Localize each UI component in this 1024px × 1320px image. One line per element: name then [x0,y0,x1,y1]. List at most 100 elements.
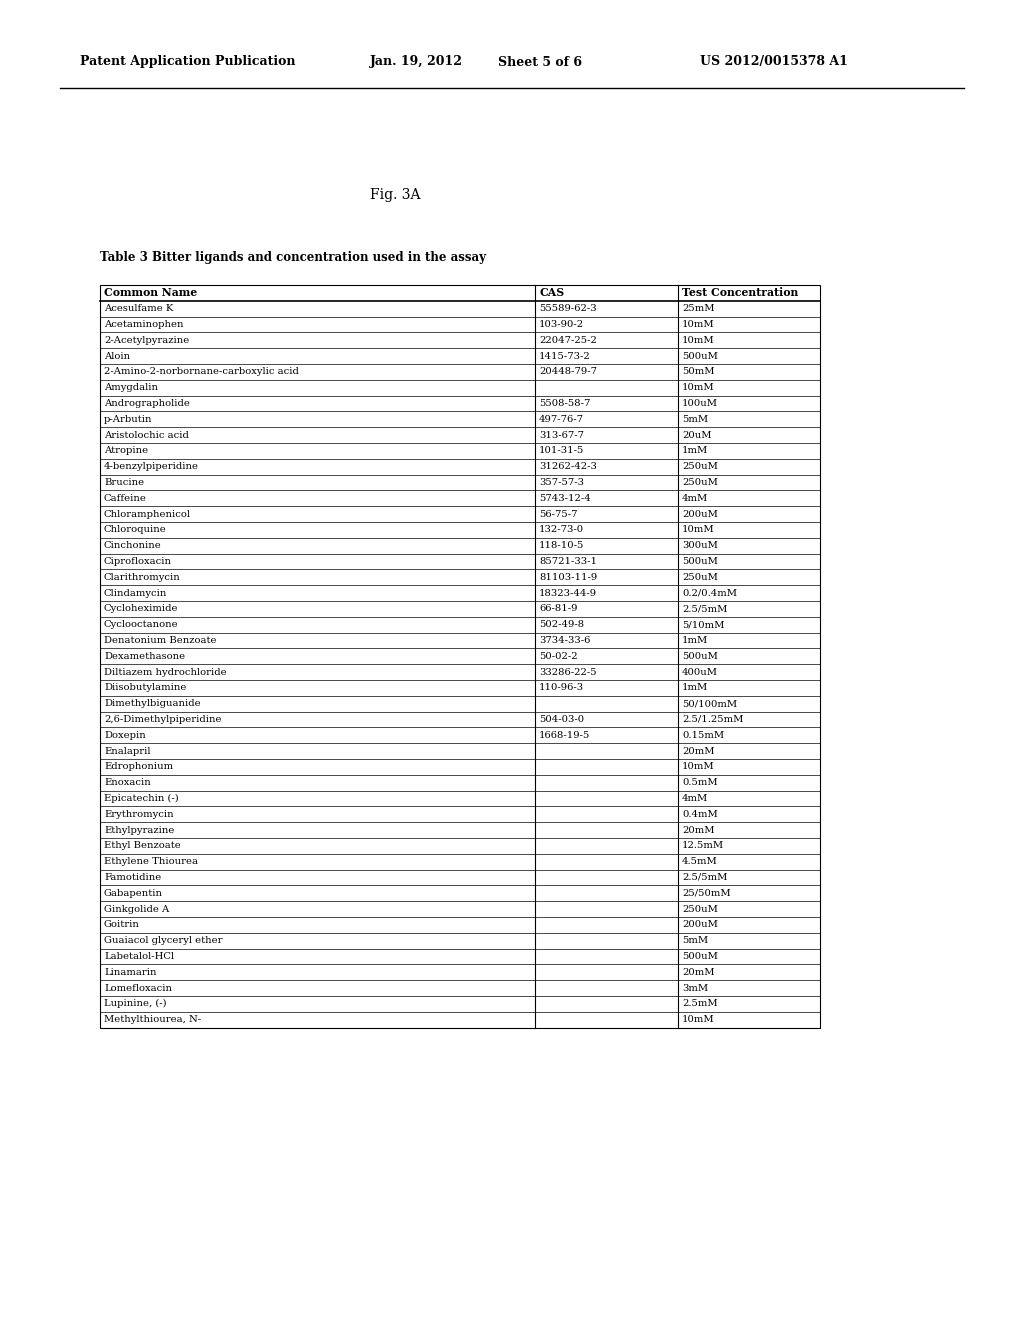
Text: Sheet 5 of 6: Sheet 5 of 6 [498,55,582,69]
Text: 200uM: 200uM [682,510,718,519]
Text: Enalapril: Enalapril [104,747,151,755]
Text: 5/10mM: 5/10mM [682,620,724,630]
Text: 5mM: 5mM [682,414,709,424]
Text: 500uM: 500uM [682,557,718,566]
Text: 18323-44-9: 18323-44-9 [539,589,597,598]
Text: 110-96-3: 110-96-3 [539,684,584,693]
Text: 5743-12-4: 5743-12-4 [539,494,591,503]
Text: Famotidine: Famotidine [104,873,161,882]
Text: Erythromycin: Erythromycin [104,809,174,818]
Text: 85721-33-1: 85721-33-1 [539,557,597,566]
Text: 300uM: 300uM [682,541,718,550]
Text: 20448-79-7: 20448-79-7 [539,367,597,376]
Text: 4mM: 4mM [682,494,709,503]
Text: 3734-33-6: 3734-33-6 [539,636,591,645]
Text: Acetaminophen: Acetaminophen [104,319,183,329]
Text: CAS: CAS [539,288,564,298]
Text: Goitrin: Goitrin [104,920,140,929]
Text: 0.2/0.4mM: 0.2/0.4mM [682,589,737,598]
Text: 55589-62-3: 55589-62-3 [539,304,597,313]
Text: 2-Amino-2-norbornane-carboxylic acid: 2-Amino-2-norbornane-carboxylic acid [104,367,299,376]
Text: Doxepin: Doxepin [104,731,145,739]
Text: 25/50mM: 25/50mM [682,888,731,898]
Text: Gabapentin: Gabapentin [104,888,163,898]
Text: 1mM: 1mM [682,636,709,645]
Text: Jan. 19, 2012: Jan. 19, 2012 [370,55,463,69]
Text: 20mM: 20mM [682,747,715,755]
Text: Amygdalin: Amygdalin [104,383,158,392]
Text: Epicatechin (-): Epicatechin (-) [104,793,179,803]
Text: Caffeine: Caffeine [104,494,146,503]
Text: 5mM: 5mM [682,936,709,945]
Text: 4-benzylpiperidine: 4-benzylpiperidine [104,462,199,471]
Text: 10mM: 10mM [682,319,715,329]
Text: Atropine: Atropine [104,446,148,455]
Text: 50mM: 50mM [682,367,715,376]
Text: Lupinine, (-): Lupinine, (-) [104,999,167,1008]
Text: Common Name: Common Name [104,288,198,298]
Text: Linamarin: Linamarin [104,968,157,977]
Text: 12.5mM: 12.5mM [682,841,724,850]
Text: Dexamethasone: Dexamethasone [104,652,185,661]
Text: 20uM: 20uM [682,430,712,440]
Text: Methylthiourea, N-: Methylthiourea, N- [104,1015,201,1024]
Text: Edrophonium: Edrophonium [104,763,173,771]
Text: Lomefloxacin: Lomefloxacin [104,983,172,993]
Text: Andrographolide: Andrographolide [104,399,189,408]
Text: 250uM: 250uM [682,478,718,487]
Text: 100uM: 100uM [682,399,718,408]
Text: Test Concentration: Test Concentration [682,288,799,298]
Text: Diisobutylamine: Diisobutylamine [104,684,186,693]
Text: Clindamycin: Clindamycin [104,589,167,598]
Text: 250uM: 250uM [682,573,718,582]
Text: Patent Application Publication: Patent Application Publication [80,55,296,69]
Text: Cycloheximide: Cycloheximide [104,605,178,614]
Text: 4mM: 4mM [682,795,709,803]
Text: 2.5mM: 2.5mM [682,999,718,1008]
Text: 81103-11-9: 81103-11-9 [539,573,597,582]
Text: Chloramphenicol: Chloramphenicol [104,510,191,519]
Text: 0.4mM: 0.4mM [682,809,718,818]
Text: 1mM: 1mM [682,684,709,693]
Text: Denatonium Benzoate: Denatonium Benzoate [104,636,216,645]
Text: 101-31-5: 101-31-5 [539,446,585,455]
Text: 5508-58-7: 5508-58-7 [539,399,591,408]
Text: Diltiazem hydrochloride: Diltiazem hydrochloride [104,668,226,677]
Text: 200uM: 200uM [682,920,718,929]
Text: Aloin: Aloin [104,351,130,360]
Text: 118-10-5: 118-10-5 [539,541,585,550]
Text: 1mM: 1mM [682,446,709,455]
Bar [100,285,820,1027]
Text: 0.15mM: 0.15mM [682,731,724,739]
Text: 50/100mM: 50/100mM [682,700,737,709]
Text: Fig. 3A: Fig. 3A [370,187,421,202]
Text: Cinchonine: Cinchonine [104,541,162,550]
Text: 2-Acetylpyrazine: 2-Acetylpyrazine [104,335,189,345]
Text: Ethylpyrazine: Ethylpyrazine [104,825,174,834]
Text: 1415-73-2: 1415-73-2 [539,351,591,360]
Text: 20mM: 20mM [682,825,715,834]
Text: 2.5/5mM: 2.5/5mM [682,873,727,882]
Text: 22047-25-2: 22047-25-2 [539,335,597,345]
Text: 10mM: 10mM [682,1015,715,1024]
Text: 2.5/1.25mM: 2.5/1.25mM [682,715,743,723]
Text: US 2012/0015378 A1: US 2012/0015378 A1 [700,55,848,69]
Text: Brucine: Brucine [104,478,144,487]
Text: 497-76-7: 497-76-7 [539,414,584,424]
Text: 502-49-8: 502-49-8 [539,620,584,630]
Text: 66-81-9: 66-81-9 [539,605,578,614]
Text: Ginkgolide A: Ginkgolide A [104,904,169,913]
Text: Enoxacin: Enoxacin [104,779,151,787]
Text: 313-67-7: 313-67-7 [539,430,584,440]
Text: Table 3 Bitter ligands and concentration used in the assay: Table 3 Bitter ligands and concentration… [100,252,486,264]
Text: 25mM: 25mM [682,304,715,313]
Text: Acesulfame K: Acesulfame K [104,304,173,313]
Text: 56-75-7: 56-75-7 [539,510,578,519]
Text: 0.5mM: 0.5mM [682,779,718,787]
Text: Ethyl Benzoate: Ethyl Benzoate [104,841,181,850]
Text: 10mM: 10mM [682,335,715,345]
Text: Ethylene Thiourea: Ethylene Thiourea [104,857,198,866]
Text: 500uM: 500uM [682,351,718,360]
Text: 250uM: 250uM [682,904,718,913]
Text: 504-03-0: 504-03-0 [539,715,584,723]
